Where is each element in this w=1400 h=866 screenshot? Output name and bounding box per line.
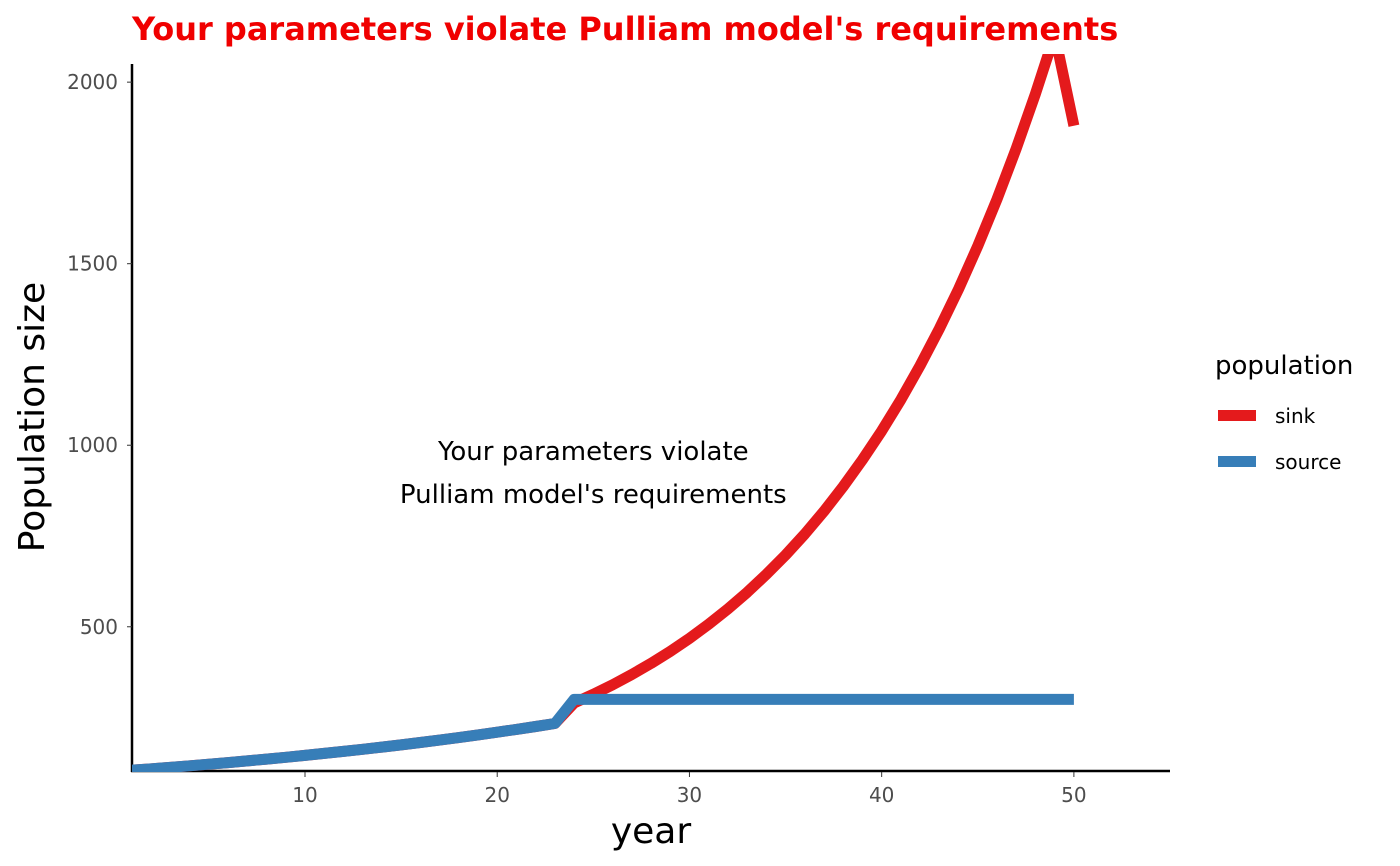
chart-title: Your parameters violate Pulliam model's … (131, 10, 1118, 48)
plot-axes (130, 64, 1170, 773)
annotation-line-2: Pulliam model's requirements (400, 480, 787, 510)
legend-title: population (1215, 351, 1353, 381)
x-tick-label: 40 (869, 783, 894, 807)
legend-swatch-source (1218, 456, 1256, 467)
y-tick-label: 1500 (67, 252, 118, 276)
y-tick-label: 500 (80, 615, 118, 639)
legend: population sink source (1215, 351, 1353, 474)
legend-swatch-sink (1218, 410, 1256, 421)
annotation-line-1: Your parameters violate (437, 437, 749, 467)
series-line-sink (132, 54, 1080, 772)
x-tick-label: 30 (677, 783, 702, 807)
x-ticks: 10 20 30 40 50 (292, 772, 1087, 807)
x-axis-title: year (611, 811, 692, 852)
legend-label-source: source (1275, 450, 1341, 474)
y-tick-label: 1000 (67, 433, 118, 457)
x-tick-label: 10 (292, 783, 317, 807)
legend-items: sink source (1218, 404, 1341, 474)
x-tick-label: 50 (1061, 783, 1086, 807)
y-axis-title: Population size (12, 282, 53, 552)
y-tick-label: 2000 (67, 70, 118, 94)
series-line-source (132, 693, 1074, 772)
y-ticks: 500 1000 1500 2000 (67, 70, 132, 639)
legend-label-sink: sink (1275, 404, 1316, 428)
x-tick-label: 20 (484, 783, 509, 807)
series-layer (132, 54, 1080, 772)
